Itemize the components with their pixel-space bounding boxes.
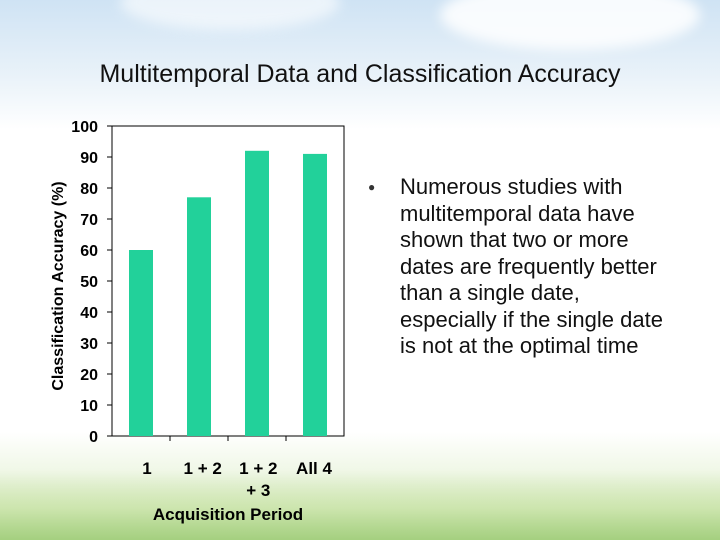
x-tick-label: 1 + 2	[239, 459, 277, 478]
y-tick-label: 50	[80, 274, 98, 291]
bar	[245, 150, 269, 437]
bullet-dot-icon: ●	[368, 180, 376, 194]
y-tick-label: 20	[80, 367, 98, 384]
x-tick-label: 1	[142, 459, 151, 478]
y-tick-label: 90	[80, 150, 98, 167]
bar	[187, 197, 211, 436]
y-tick-label: 30	[80, 336, 98, 353]
y-tick-label: 10	[80, 398, 98, 415]
y-tick-label: 80	[80, 181, 98, 198]
x-tick-label: 1 + 2	[184, 459, 222, 478]
bullet-text: Numerous studies with multitemporal data…	[400, 174, 663, 358]
y-tick-label: 70	[80, 212, 98, 229]
y-tick-label: 0	[89, 429, 98, 446]
x-tick-label: + 3	[246, 481, 270, 500]
y-tick-label: 100	[71, 119, 98, 136]
y-axis-label: Classification Accuracy (%)	[50, 181, 67, 390]
x-axis-label: Acquisition Period	[153, 505, 303, 524]
x-tick-label: All 4	[296, 459, 332, 478]
grass-decoration	[0, 470, 720, 540]
slide-title: Multitemporal Data and Classification Ac…	[99, 60, 621, 88]
bar	[129, 250, 153, 436]
bar	[303, 153, 327, 436]
y-tick-label: 60	[80, 243, 98, 260]
y-tick-label: 40	[80, 305, 98, 322]
